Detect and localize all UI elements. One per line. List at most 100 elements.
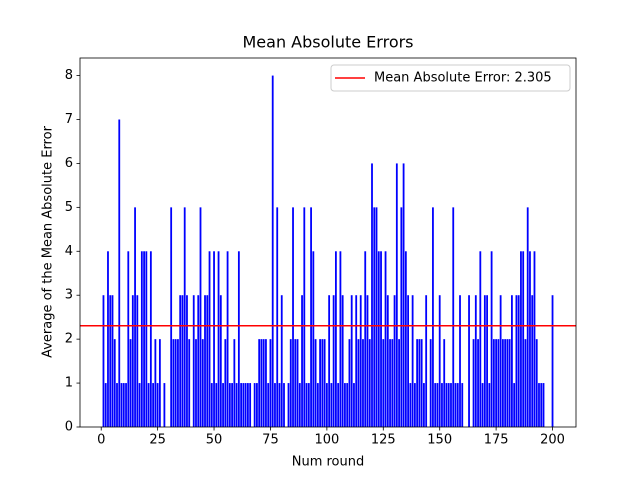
bar [312, 251, 315, 427]
bar [508, 339, 511, 427]
bar [332, 295, 335, 427]
bar [210, 383, 213, 427]
bar [339, 251, 342, 427]
bar [479, 251, 482, 427]
bar [301, 295, 303, 427]
bar [380, 251, 382, 427]
x-tick-label: 0 [97, 433, 105, 448]
axes-frame [79, 57, 577, 428]
bar [158, 339, 161, 427]
bar [199, 207, 202, 427]
bar [195, 339, 197, 427]
bar [483, 295, 486, 427]
bar [404, 251, 407, 427]
bar [170, 207, 173, 427]
bar [522, 251, 525, 427]
bar [391, 339, 394, 427]
bar [122, 383, 125, 427]
bar [407, 295, 410, 427]
bar [551, 295, 554, 427]
bar [447, 383, 450, 427]
bar [242, 383, 245, 427]
bar [102, 295, 105, 427]
bar [222, 383, 224, 427]
bar [274, 383, 276, 427]
bar [445, 383, 448, 427]
bar [260, 339, 263, 427]
bar [418, 339, 421, 427]
bar [156, 383, 159, 427]
bar [179, 295, 182, 427]
bar [441, 383, 443, 427]
bar [134, 207, 136, 427]
bar [181, 295, 184, 427]
bar [172, 339, 175, 427]
y-tick-label: 5 [65, 200, 73, 215]
y-tick-label: 7 [65, 112, 73, 127]
bar [348, 339, 351, 427]
bar [432, 207, 434, 427]
bar [140, 251, 143, 427]
bar [120, 383, 123, 427]
bar [319, 339, 322, 427]
bar [477, 339, 479, 427]
bar [246, 383, 249, 427]
bar [511, 295, 513, 427]
bar [118, 119, 121, 427]
bar [219, 295, 222, 427]
bar [436, 383, 439, 427]
bar [298, 383, 301, 427]
bar [488, 383, 491, 427]
bar [240, 383, 243, 427]
bar [289, 339, 292, 427]
bar [341, 295, 344, 427]
bar [497, 339, 500, 427]
bar [177, 339, 179, 427]
bar [116, 383, 118, 427]
bar [271, 75, 274, 428]
bar [472, 339, 475, 427]
bar [325, 383, 328, 427]
bar [287, 383, 290, 427]
bar [468, 295, 470, 427]
bar [535, 339, 538, 427]
bar [316, 383, 319, 427]
bar [125, 383, 127, 427]
bar [368, 339, 371, 427]
bar [244, 383, 247, 427]
y-tick-label: 1 [65, 376, 73, 391]
bar [265, 339, 267, 427]
bar [517, 295, 520, 427]
x-tick-label: 125 [371, 433, 396, 448]
bar [423, 383, 425, 427]
bar [303, 207, 306, 427]
bar [321, 339, 324, 427]
bar [389, 339, 391, 427]
bar [362, 339, 364, 427]
bar [127, 251, 130, 427]
bar [499, 295, 502, 427]
x-tick-label: 25 [149, 433, 166, 448]
bar [490, 251, 493, 427]
bar [425, 295, 428, 427]
bar [149, 251, 152, 427]
bar [310, 207, 312, 427]
bar [454, 383, 457, 427]
bar [533, 251, 536, 427]
bar [314, 339, 317, 427]
bar [382, 339, 385, 427]
x-tick-label: 100 [314, 433, 339, 448]
y-tick-label: 2 [65, 332, 73, 347]
bar [495, 339, 498, 427]
bar [371, 163, 373, 427]
bar [231, 383, 233, 427]
bar [276, 207, 279, 427]
bar [443, 339, 446, 427]
bar [249, 383, 252, 427]
bar [206, 295, 209, 427]
bar [145, 251, 148, 427]
bar [350, 295, 353, 427]
bar [188, 339, 191, 427]
